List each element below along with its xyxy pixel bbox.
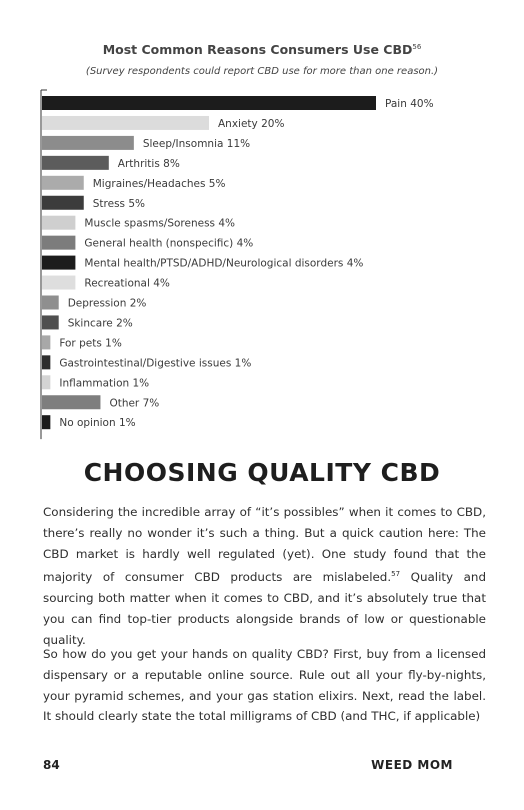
chart-title: Most Common Reasons Consumers Use CBD56 xyxy=(0,42,524,57)
bar-label-13: For pets 1% xyxy=(59,337,121,349)
bar-11 xyxy=(42,295,59,310)
bar-12 xyxy=(42,315,59,330)
bar-label-15: Inflammation 1% xyxy=(59,377,149,389)
running-head: WEED MOM xyxy=(371,758,453,772)
bar-label-16: Other 7% xyxy=(109,397,159,409)
paragraph-1-text-a: Considering the incredible array of “it’… xyxy=(43,505,486,585)
bar-chart: Pain 40% Anxiety 20% Sleep/Insomnia 11% Art… xyxy=(40,89,434,440)
bar-label-7: Muscle spasms/Soreness 4% xyxy=(84,218,235,230)
bar-17 xyxy=(42,415,51,430)
paragraph-1: Considering the incredible array of “it’… xyxy=(43,502,486,651)
bar-8 xyxy=(42,235,76,250)
footnote-marker: 57 xyxy=(391,570,401,579)
page-number: 84 xyxy=(43,758,60,772)
bar-label-8: General health (nonspecific) 4% xyxy=(84,238,253,250)
bar-label-10: Recreational 4% xyxy=(84,278,170,290)
bar-10 xyxy=(42,275,76,290)
paragraph-2: So how do you get your hands on quality … xyxy=(43,647,486,724)
bar-label-9: Mental health/PTSD/ADHD/Neurological dis… xyxy=(84,258,363,270)
bar-1 xyxy=(42,96,376,110)
bar-15 xyxy=(42,375,51,390)
bar-2 xyxy=(42,115,209,130)
bar-13 xyxy=(42,335,51,350)
bar-label-1: Pain 40% xyxy=(385,98,434,110)
bar-label-11: Depression 2% xyxy=(68,298,147,310)
bar-label-12: Skincare 2% xyxy=(68,317,133,329)
bar-label-14: Gastrointestinal/Digestive issues 1% xyxy=(59,357,251,369)
bar-16 xyxy=(42,395,101,410)
bar-label-5: Migraines/Headaches 5% xyxy=(93,178,226,190)
section-heading: CHOOSING QUALITY CBD xyxy=(83,458,441,487)
bar-label-17: No opinion 1% xyxy=(59,417,135,429)
bar-6 xyxy=(42,195,84,210)
bar-5 xyxy=(42,175,84,190)
bar-label-2: Anxiety 20% xyxy=(218,118,284,130)
bar-7 xyxy=(42,215,76,230)
bar-9 xyxy=(42,255,76,270)
bar-4 xyxy=(42,155,109,170)
paragraph-1-text-b: Quality and sourcing both matter when it… xyxy=(43,570,486,647)
bar-label-4: Arthritis 8% xyxy=(118,158,180,170)
bar-3 xyxy=(42,135,134,150)
chart-title-footnote: 56 xyxy=(412,42,422,51)
bar-label-6: Stress 5% xyxy=(93,198,145,210)
bar-label-3: Sleep/Insomnia 11% xyxy=(143,138,250,150)
bar-14 xyxy=(42,355,51,370)
chart-subtitle: (Survey respondents could report CBD use… xyxy=(85,66,439,77)
chart-title-text: Most Common Reasons Consumers Use CBD xyxy=(102,42,413,57)
